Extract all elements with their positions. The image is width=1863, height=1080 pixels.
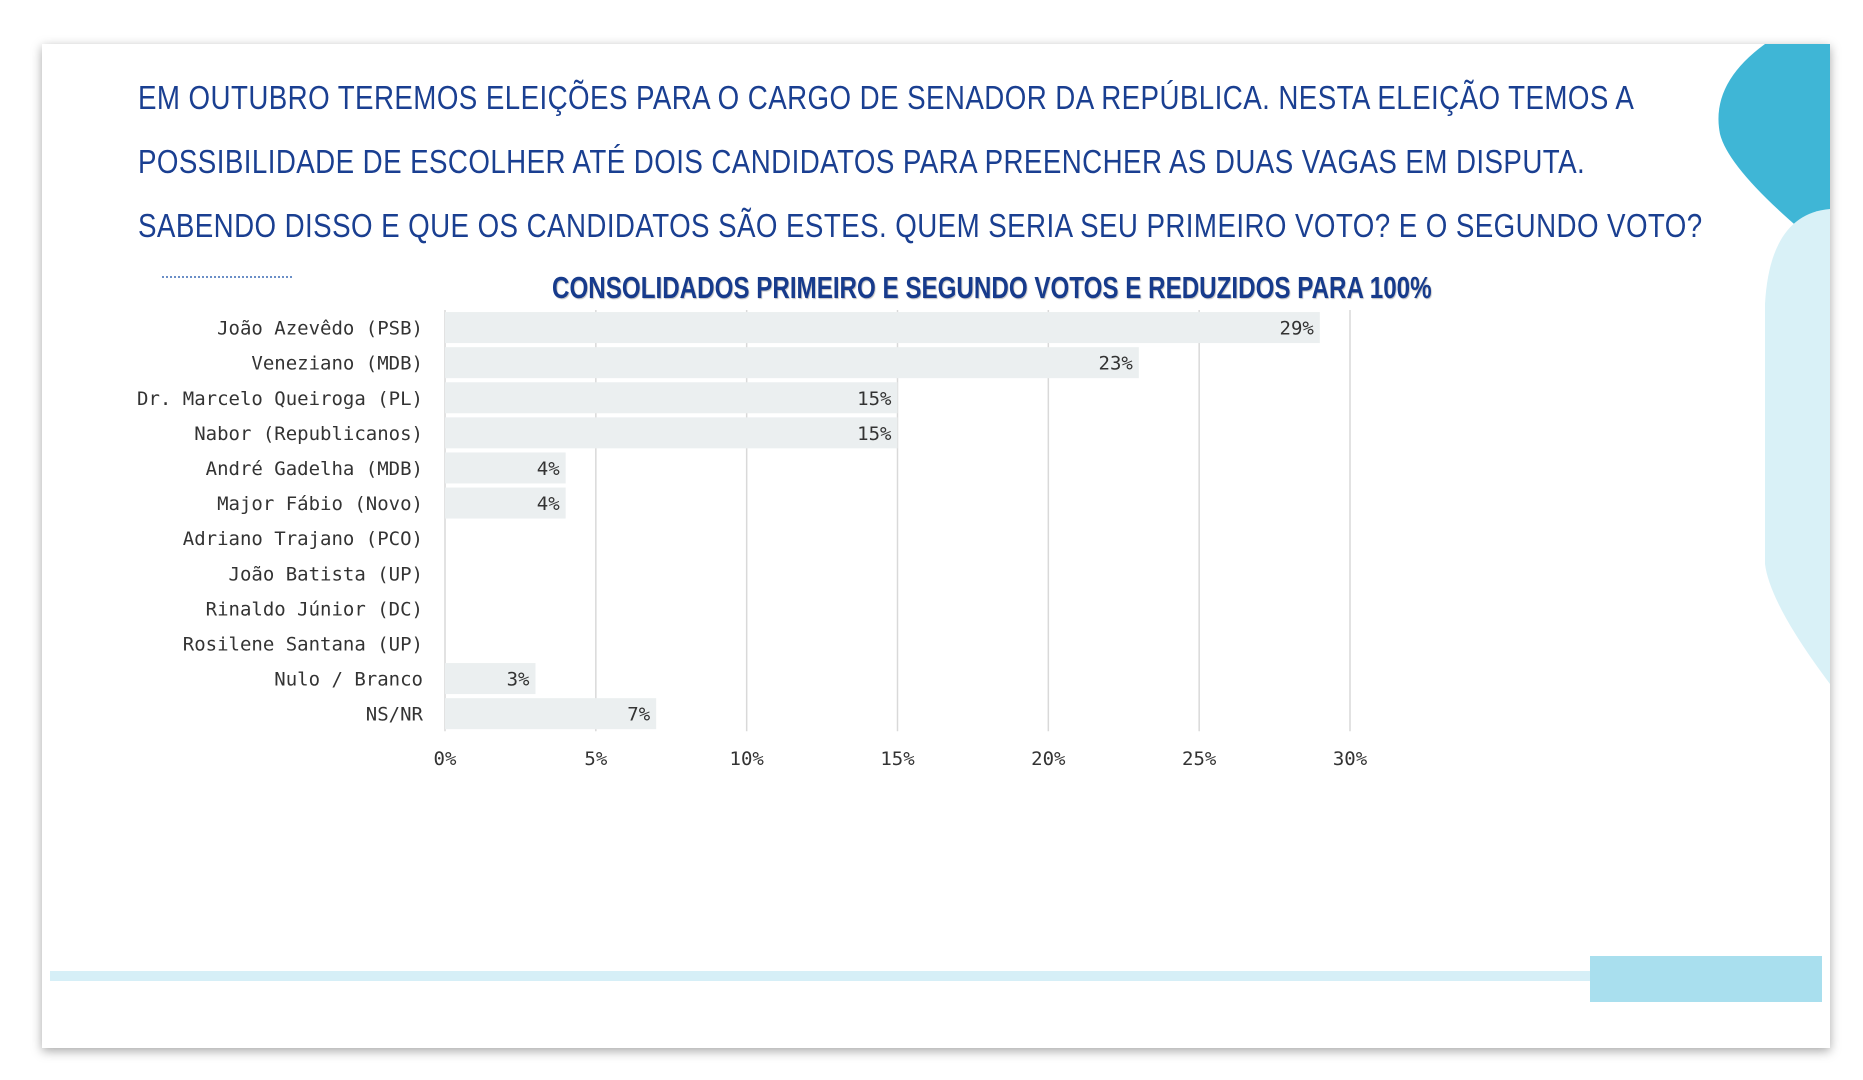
category-label: Adriano Trajano (PCO): [183, 528, 423, 550]
chart-title: CONSOLIDADOS PRIMEIRO E SEGUNDO VOTOS E …: [42, 270, 1822, 306]
x-tick-label: 5%: [584, 748, 607, 770]
data-label: 4%: [537, 493, 560, 515]
dotted-divider: [162, 276, 292, 278]
bar: [445, 382, 898, 414]
bar: [445, 663, 536, 695]
category-label: Rosilene Santana (UP): [183, 633, 423, 655]
bar: [445, 698, 657, 730]
data-label: 7%: [627, 704, 650, 726]
decorative-shapes: [1718, 44, 1830, 684]
bar-chart: 0% 5% 10% 15% 20% 25% 30% João Azevêdo (PSB) 29%…: [137, 310, 1368, 770]
bottom-accent-block: [1590, 956, 1822, 1002]
data-label: 15%: [857, 388, 892, 410]
x-tick-label: 20%: [1031, 748, 1066, 770]
category-label: Major Fábio (Novo): [217, 493, 423, 515]
category-label: Dr. Marcelo Queiroga (PL): [137, 388, 423, 410]
category-label: João Azevêdo (PSB): [217, 318, 423, 340]
data-label: 3%: [507, 669, 530, 691]
category-label: Nulo / Branco: [274, 669, 423, 691]
category-label: Nabor (Republicanos): [194, 423, 423, 445]
x-tick-label: 0%: [434, 748, 457, 770]
bar: [445, 417, 898, 449]
category-label: Veneziano (MDB): [251, 353, 423, 375]
category-label: André Gadelha (MDB): [206, 458, 423, 480]
bar: [445, 487, 566, 519]
category-label: Rinaldo Júnior (DC): [206, 598, 423, 620]
data-label: 29%: [1280, 318, 1315, 340]
bar: [445, 347, 1139, 379]
bar: [445, 312, 1320, 344]
x-tick-label: 25%: [1182, 748, 1217, 770]
x-tick-label: 30%: [1333, 748, 1368, 770]
x-tick-label: 15%: [880, 748, 915, 770]
data-label: 15%: [857, 423, 892, 445]
chart-title-text: CONSOLIDADOS PRIMEIRO E SEGUNDO VOTOS E …: [552, 270, 1432, 305]
bar: [445, 452, 566, 484]
category-label: NS/NR: [366, 704, 424, 726]
category-label: João Batista (UP): [229, 563, 423, 585]
bottom-accent-band: [50, 971, 1747, 981]
x-tick-label: 10%: [730, 748, 765, 770]
slide: EM OUTUBRO TEREMOS ELEIÇÕES PARA O CARGO…: [42, 44, 1830, 1048]
data-label: 4%: [537, 458, 560, 480]
data-label: 23%: [1099, 353, 1134, 375]
